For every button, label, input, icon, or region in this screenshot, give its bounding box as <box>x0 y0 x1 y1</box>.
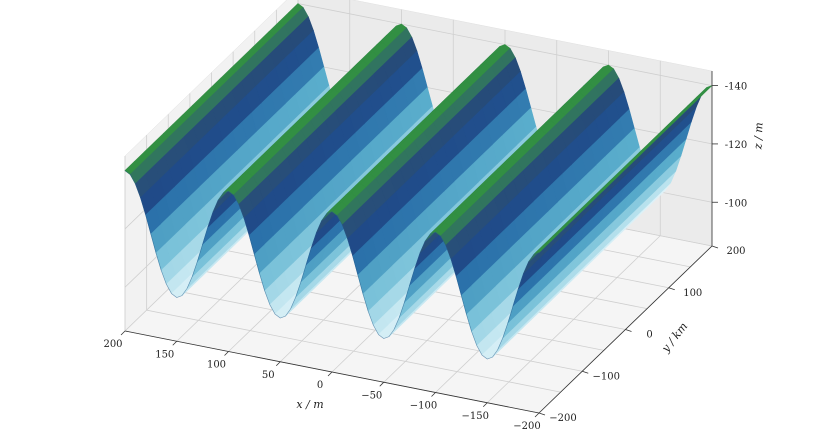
z-axis-label: z / m <box>752 122 766 150</box>
surface-edge <box>124 170 540 360</box>
axis-ticks: 200 150 100 50 0 −50 −100 −150 −200 −200 −100 0 100 2… <box>103 71 747 432</box>
x-tick-label: −150 <box>462 411 489 422</box>
y-tick-mark <box>582 370 589 374</box>
x-tick-label: −200 <box>513 421 540 432</box>
surface <box>124 3 713 360</box>
x-tick-mark <box>172 340 178 346</box>
x-tick-label: 150 <box>155 349 174 360</box>
x-tick-mark <box>275 361 281 367</box>
x-tick-label: 200 <box>103 339 122 350</box>
x-tick-mark <box>431 392 436 397</box>
x-tick-label: 100 <box>207 360 226 371</box>
x-tick-mark <box>482 402 488 408</box>
y-tick-mark <box>625 329 632 332</box>
y-tick-mark <box>668 287 675 291</box>
x-tick-mark <box>379 381 385 387</box>
z-tick-label: -140 <box>725 82 747 93</box>
x-tick-label: 50 <box>262 370 275 381</box>
x-tick-mark <box>327 371 333 377</box>
x-axis-label: x / m <box>296 398 323 411</box>
y-axis-label: y / km <box>659 320 691 356</box>
x-tick-mark <box>224 351 229 356</box>
y-tick-label: 100 <box>683 288 702 299</box>
y-tick-mark <box>711 245 719 249</box>
z-tick-label: -100 <box>725 198 747 209</box>
z-tick-label: -120 <box>725 140 747 151</box>
y-tick-mark <box>538 412 546 416</box>
y-tick-label: −100 <box>593 371 620 382</box>
y-tick-label: 200 <box>726 246 745 257</box>
y-tick-label: 0 <box>646 330 652 341</box>
x-tick-mark <box>534 412 540 418</box>
x-tick-label: 0 <box>317 380 323 391</box>
x-tick-label: −50 <box>361 390 382 401</box>
y-tick-label: −200 <box>549 413 576 424</box>
x-tick-label: −100 <box>410 401 437 412</box>
x-tick-mark <box>120 330 126 336</box>
